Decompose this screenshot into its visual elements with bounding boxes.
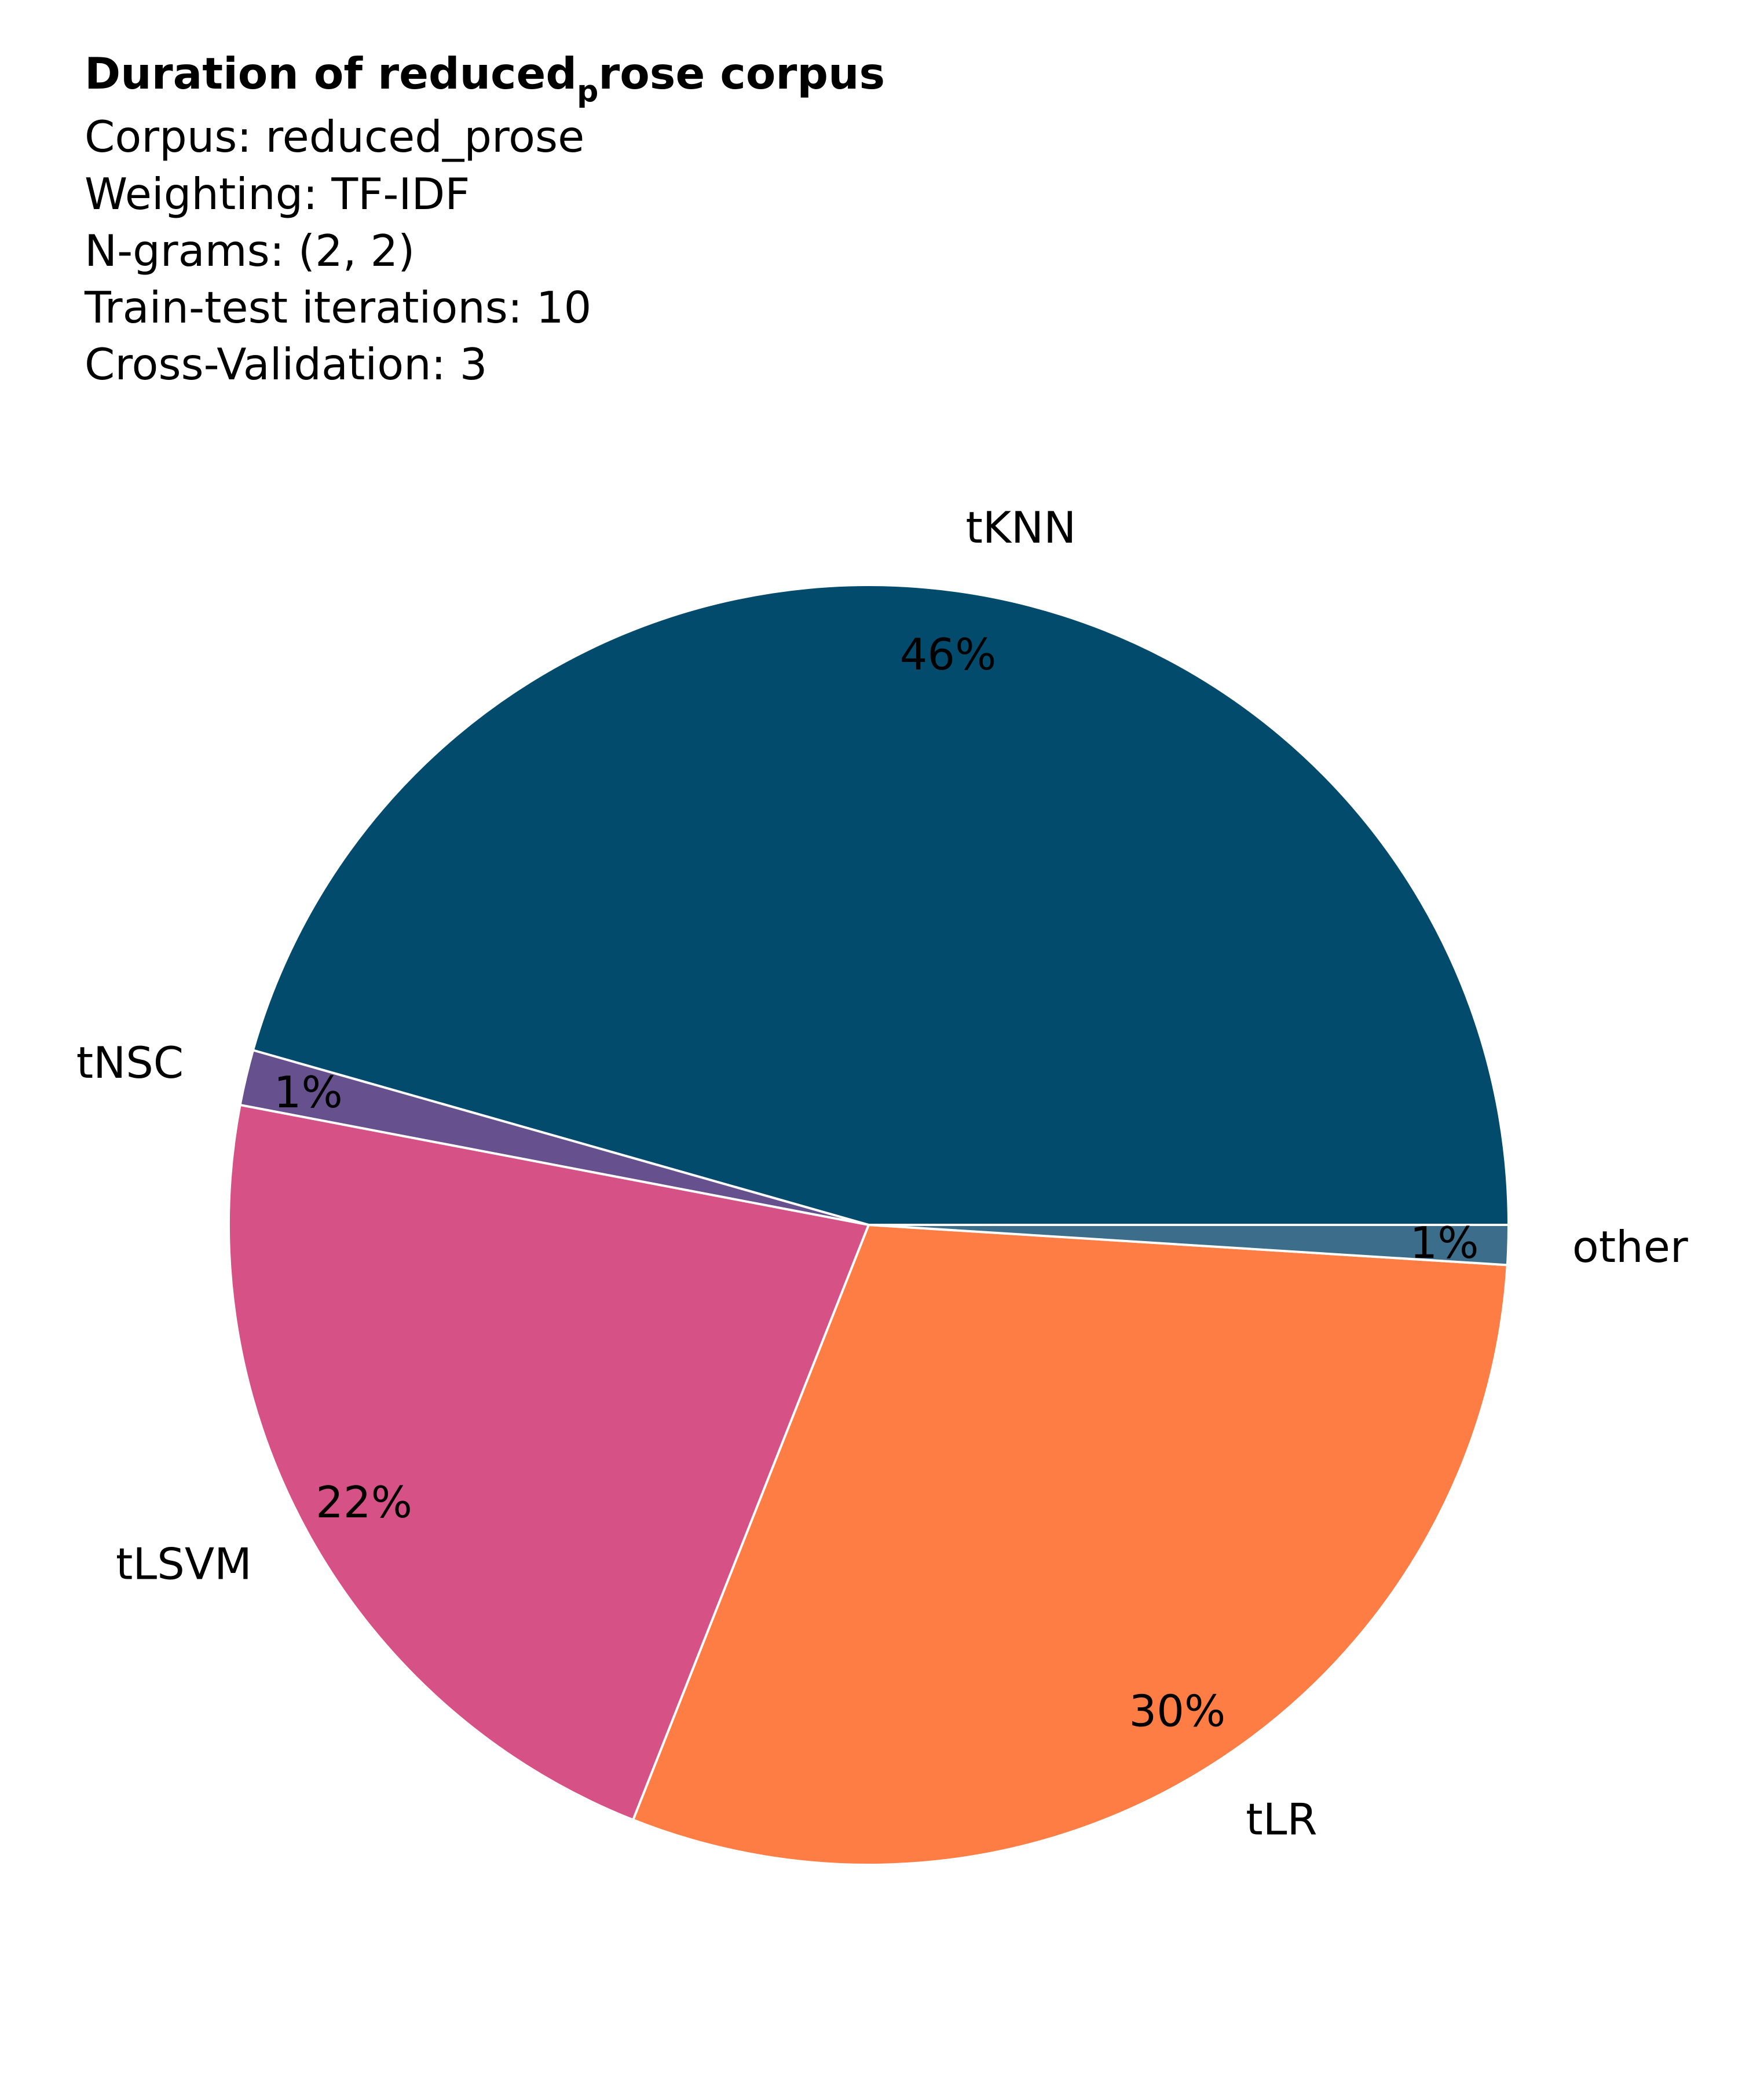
chart-subtitle-line-3: N-grams: (2, 2) [85,225,415,276]
chart-title: Duration of reducedprose corpus [85,48,885,109]
pie-slice-other [868,1224,1510,1267]
slice-label-tlsvm: tLSVM [116,1539,252,1590]
chart-title-subscript: p [577,74,598,109]
slice-label-tknn: tKNN [965,502,1076,553]
chart-title-tail: rose corpus [598,48,885,99]
pie-slice-tknn [251,584,1510,1226]
slice-percent-tlr: 30% [1129,1686,1226,1737]
slice-label-tlr: tLR [1246,1794,1317,1845]
chart-subtitle-line-4: Train-test iterations: 10 [84,282,591,333]
slice-percent-tlsvm: 22% [316,1477,412,1528]
slice-percent-other: 1% [1410,1217,1479,1268]
chart-title-main: Duration of reduced [85,48,577,99]
pie-slice-tlsvm [228,1103,870,1821]
slice-label-other: other [1572,1221,1688,1272]
pie-slice-tlr [632,1224,1509,1866]
chart-subtitle-line-2: Weighting: TF-IDF [85,169,470,219]
pie-slices [228,584,1510,1866]
pie-labels: tKNN 46% tNSC 1% tLSVM 22% tLR 30% other 1% [76,502,1688,1845]
chart-subtitle-line-5: Cross-Validation: 3 [85,339,487,390]
chart-subtitle-line-1: Corpus: reduced_prose [85,111,584,162]
slice-percent-tknn: 46% [900,629,997,680]
slice-label-tnsc: tNSC [76,1037,184,1088]
slice-percent-tnsc: 1% [274,1067,343,1118]
